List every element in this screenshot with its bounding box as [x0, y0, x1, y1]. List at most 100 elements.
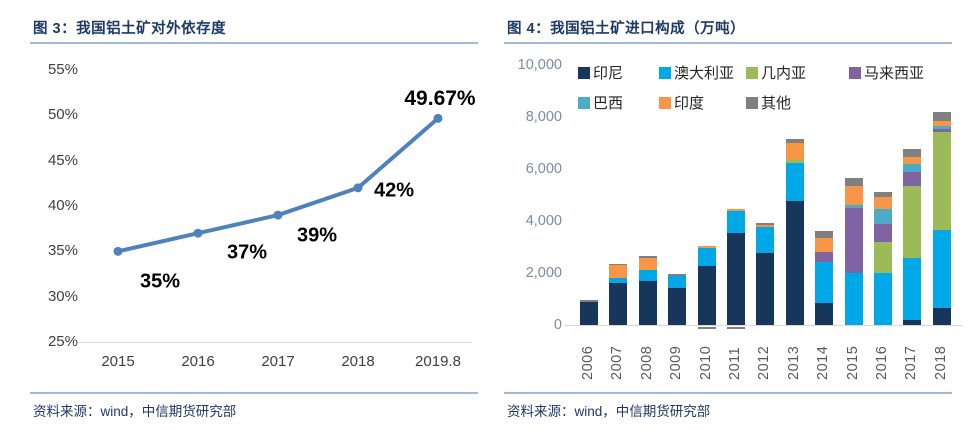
panel-figure-3: 图 3：我国铝土矿对外依存度 25% 30% 35% 40% 45% 50% 55% 2015… [30, 21, 478, 419]
data-label: 37% [226, 241, 268, 264]
bar-segment-印尼-2007 [609, 283, 628, 325]
bar-segment-巴西-2017 [903, 163, 922, 173]
bar-segment-马来西亚-2015 [844, 208, 863, 274]
figure-3-source: 资料来源：wind，中信期货研究部 [33, 404, 237, 419]
bar-segment-印度-2015 [844, 186, 863, 206]
y-tick-label: 2,000 [525, 265, 562, 281]
bar-segment-印尼-2013 [785, 200, 804, 325]
data-label: 49.67% [404, 87, 476, 111]
bar-segment-澳大利亚-2018 [932, 229, 951, 309]
bar-segment-其他-2015 [844, 178, 863, 187]
x-tick-label: 2014 [815, 345, 832, 380]
x-tick-label: 2019.8 [415, 353, 461, 370]
data-point-marker [113, 246, 123, 256]
legend-label: 几内亚 [761, 65, 807, 82]
bar-segment-印尼-2010 [697, 266, 716, 325]
y-tick-label: 4,000 [525, 213, 562, 229]
bar-segment-其他-2011 [727, 326, 745, 329]
x-tick-label: 2015 [844, 345, 861, 380]
bar-segment-其他-2016 [874, 192, 892, 197]
bar-segment-巴西-2018 [932, 125, 951, 130]
y-tick-label: 8,000 [525, 109, 562, 125]
line-chart-dependence: 25% 30% 35% 40% 45% 50% 55% 2015 2016 2017 2018 201… [47, 61, 476, 370]
legend-swatch-icon [578, 96, 590, 109]
bar-segment-澳大利亚-2015 [844, 273, 863, 325]
bar-segment-印尼-2008 [638, 280, 657, 325]
bar-segment-其他-2018 [932, 112, 951, 122]
legend-item-马来西亚: 马来西亚 [849, 62, 924, 83]
figure-3-title-rule [30, 42, 478, 44]
bar-segment-印尼-2009 [668, 288, 687, 325]
panel-figure-4: 图 4：我国铝土矿进口构成（万吨） 0 2,000 4,000 6,000 8,000 1… [489, 0, 978, 430]
x-tick-label: 2016 [181, 353, 215, 370]
x-tick-label: 2017 [261, 353, 295, 370]
y-tick-label: 10,000 [517, 57, 562, 73]
data-label: 35% [139, 270, 181, 293]
y-tick-label: 25% [47, 333, 78, 350]
bar-segment-马来西亚-2016 [874, 223, 892, 243]
y-tick-label: 55% [47, 61, 78, 78]
bar-segment-印度-2011 [727, 208, 745, 211]
bar-segment-印尼-2012 [756, 252, 775, 325]
bar-segment-其他-2012 [756, 222, 775, 225]
legend-swatch-icon [659, 96, 671, 109]
x-axis-line [78, 342, 472, 343]
legend-item-印度: 印度 [659, 92, 704, 113]
bar-segment-印尼-2011 [727, 232, 745, 325]
data-point-marker [353, 183, 363, 193]
figure-4-title: 图 4：我国铝土矿进口构成（万吨） [507, 21, 746, 37]
bar-segment-澳大利亚-2009 [668, 275, 687, 289]
bar-segment-澳大利亚-2016 [874, 272, 892, 325]
x-tick-label: 2011 [727, 346, 743, 380]
bar-segment-印度-2012 [756, 224, 775, 227]
legend-item-几内亚: 几内亚 [746, 62, 806, 83]
bar-segment-澳大利亚-2012 [756, 226, 775, 253]
legend-label: 印度 [674, 95, 705, 112]
figure-3-source-rule [30, 392, 478, 394]
x-tick-label: 2018 [932, 345, 949, 380]
bar-segment-澳大利亚-2010 [697, 248, 716, 267]
x-tick-label: 2018 [341, 353, 375, 370]
legend-item-其他: 其他 [746, 92, 791, 113]
legend-swatch-icon [849, 66, 861, 79]
bar-segment-印尼-2014 [815, 302, 834, 325]
legend-label: 澳大利亚 [674, 65, 735, 82]
data-point-marker [193, 228, 203, 238]
bar-segment-马来西亚-2017 [903, 172, 922, 187]
bar-segment-其他-2009 [668, 274, 687, 276]
bar-segment-几内亚-2018 [932, 132, 951, 230]
legend-label: 印尼 [593, 65, 624, 82]
bar-segment-其他-2006 [580, 300, 598, 303]
bar-segment-其他-2013 [785, 139, 804, 144]
legend-label: 其他 [761, 95, 792, 112]
bar-segment-巴西-2015 [844, 205, 863, 209]
y-tick-label: 30% [47, 287, 78, 305]
bar-segment-印度-2017 [903, 156, 922, 164]
x-tick-label: 2006 [580, 345, 596, 380]
y-tick-label: 35% [47, 242, 78, 260]
bar-segment-印度-2018 [932, 121, 951, 126]
y-tick-label: 45% [47, 151, 78, 169]
data-label: 39% [296, 224, 338, 247]
figure-3-title: 图 3：我国铝土矿对外依存度 [33, 21, 227, 37]
x-tick-label: 2010 [697, 345, 714, 380]
bar-segment-印度-2010 [697, 246, 716, 249]
bar-segment-几内亚-2017 [903, 186, 922, 258]
bar-segment-几内亚-2016 [874, 242, 892, 273]
bar-segment-巴西-2016 [874, 208, 892, 224]
y-tick-label: 6,000 [525, 161, 562, 177]
bar-segment-澳大利亚-2017 [903, 257, 922, 321]
bar-segment-其他-2014 [815, 230, 834, 239]
x-tick-label: 2016 [874, 345, 890, 380]
bar-segment-印尼-2006 [580, 302, 598, 325]
bar-segment-其他-2007 [609, 263, 628, 266]
legend-item-印尼: 印尼 [578, 62, 623, 83]
bar-segment-印度-2014 [815, 238, 834, 252]
bar-segment-印度-2007 [609, 265, 628, 279]
bar-segment-其他-2017 [903, 148, 922, 157]
legend-swatch-icon [746, 96, 758, 109]
legend-item-澳大利亚: 澳大利亚 [659, 62, 734, 83]
y-tick-label: 50% [47, 106, 78, 124]
stacked-bar-chart-imports: 0 2,000 4,000 6,000 8,000 10,000 印尼 澳大利亚 几内亚 马来西亚… [489, 0, 978, 430]
bar-segment-印尼-2018 [932, 308, 951, 325]
